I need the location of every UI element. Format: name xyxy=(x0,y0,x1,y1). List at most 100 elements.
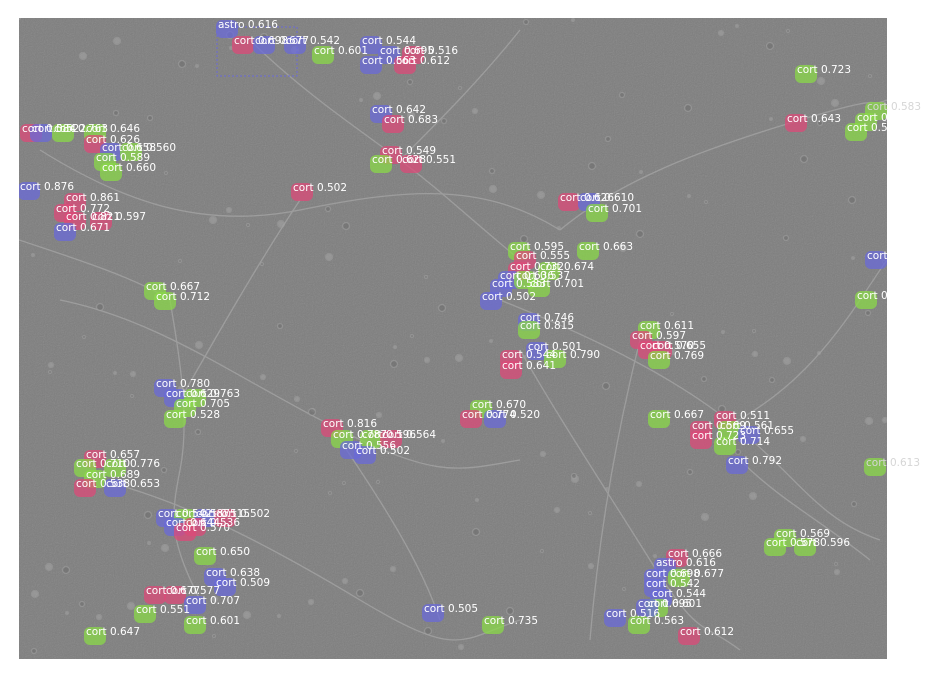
cell-mask xyxy=(100,163,122,181)
detection-label: cort 0.611 xyxy=(640,320,694,332)
detection-label: astro 0.616 xyxy=(218,19,278,31)
cell-mask xyxy=(19,182,40,200)
detection-label: cort 0.595 xyxy=(510,241,564,253)
cell-mask xyxy=(795,65,817,83)
detection-label: cort 0.732 xyxy=(510,261,564,273)
detection-label: cort 0.505 xyxy=(424,603,478,615)
cell-mask xyxy=(864,458,886,476)
detection-label: cort 0.544 xyxy=(652,588,706,600)
cell-mask xyxy=(764,538,786,556)
detection-label: cort 0.501 xyxy=(528,341,582,353)
detection-label: cort 0.792 xyxy=(728,455,782,467)
cell-mask xyxy=(422,604,444,622)
cell-mask xyxy=(291,183,313,201)
cell-mask xyxy=(394,56,416,74)
cell-mask xyxy=(214,509,236,527)
detection-label: cort 0.723 xyxy=(692,430,746,442)
detection-label: cort 0.774 xyxy=(462,409,516,421)
detection-label: cort 0.746 xyxy=(520,312,574,324)
cell-mask xyxy=(216,20,238,38)
cell-mask xyxy=(370,155,392,173)
detection-label: cort 0.596 xyxy=(796,537,850,549)
detection-label: cort 0.515 xyxy=(196,508,250,520)
cell-mask xyxy=(577,242,599,260)
cell-mask xyxy=(500,361,522,379)
cell-mask xyxy=(400,155,422,173)
detection-label: cort 0.569 xyxy=(776,528,830,540)
cell-mask xyxy=(194,547,216,565)
detection-label: cort 0.589 xyxy=(96,152,150,164)
detection-label: cort 0.536 xyxy=(186,517,240,529)
cell-mask xyxy=(154,292,176,310)
cell-mask xyxy=(84,627,106,645)
detection-label: cort 0.663 xyxy=(579,241,633,253)
detection-label: cort 0.660 xyxy=(102,162,156,174)
cell-mask xyxy=(865,251,887,269)
detection-label: cort 0.701 xyxy=(530,278,584,290)
cell-mask xyxy=(382,115,404,133)
detection-label: cort 0.876 xyxy=(20,181,74,193)
cell-mask xyxy=(628,616,650,634)
detection-label: cort 0.538 xyxy=(76,478,130,490)
cell-mask xyxy=(726,456,748,474)
detection-label: cort 0.710 xyxy=(76,458,130,470)
detection-label: cort 0.564 xyxy=(382,429,436,441)
detection-label: cort 0.561 xyxy=(720,420,774,432)
detection-label: cort 0.816 xyxy=(323,418,377,430)
cell-mask xyxy=(174,523,196,541)
detection-label: cort 0.601 xyxy=(648,598,702,610)
detection-label: cort 0.583 xyxy=(492,278,546,290)
detection-label: cort 0.542 xyxy=(646,578,700,590)
detection-label: cort 0.644 xyxy=(166,517,220,529)
detection-label: cort 0.683 xyxy=(384,114,438,126)
detection-label: cort 0.656 xyxy=(857,290,911,302)
cell-mask xyxy=(144,586,166,604)
detection-label: cort 0.612 xyxy=(680,626,734,638)
detection-label: cort 0.570 xyxy=(176,522,230,534)
detection-label: cort 0.569 xyxy=(692,420,746,432)
detection-label: cort 0.641 xyxy=(502,360,556,372)
cell-mask xyxy=(484,410,506,428)
detection-label: cort 0.502 xyxy=(216,508,270,520)
cell-mask xyxy=(538,262,560,280)
detection-label: cort 0.695 xyxy=(380,45,434,57)
detection-label: cort 0.723 xyxy=(797,64,851,76)
detection-label: cort 0.628 xyxy=(372,154,426,166)
cell-mask xyxy=(164,410,186,428)
detection-label: cort 0.516 xyxy=(404,45,458,57)
cell-mask xyxy=(558,193,580,211)
detection-label: cort 0.528 xyxy=(166,409,220,421)
detection-label: cort 0.544 xyxy=(502,349,556,361)
detection-label: cort 0.502 xyxy=(356,445,410,457)
cell-mask xyxy=(253,36,275,54)
detection-label: cort 0.549 xyxy=(382,145,436,157)
detection-label: cort 0.577 xyxy=(166,585,220,597)
cell-mask xyxy=(380,430,402,448)
micrograph-texture xyxy=(19,18,887,659)
cell-mask xyxy=(794,538,816,556)
cell-mask xyxy=(738,426,760,444)
cell-mask xyxy=(232,36,254,54)
cell-mask xyxy=(360,56,382,74)
detection-label: cort 0.689 xyxy=(86,469,140,481)
cell-mask xyxy=(528,279,550,297)
detection-label: cort 0.530 xyxy=(857,112,911,124)
detection-label: cort 0.560 xyxy=(122,142,176,154)
detection-label: cort 0.655 xyxy=(652,340,706,352)
detection-label: cort 0.714 xyxy=(716,436,770,448)
detection-label: cort 0.712 xyxy=(156,291,210,303)
detection-label: cort 0.670 xyxy=(472,399,526,411)
cell-mask xyxy=(518,321,540,339)
detection-label: cort 0.537 xyxy=(516,270,570,282)
neurite-filaments xyxy=(19,18,887,655)
cell-mask xyxy=(360,36,382,54)
detection-label: cort 0.509 xyxy=(847,122,901,134)
detection-label: cort 0.647 xyxy=(86,626,140,638)
detection-label: cort 0.698 xyxy=(646,568,700,580)
detection-label: cort 0.658 xyxy=(102,142,156,154)
detection-label: astro 0.616 xyxy=(656,557,716,569)
detection-label: cort 0.657 xyxy=(86,449,140,461)
detection-label: cort 0.769 xyxy=(650,350,704,362)
